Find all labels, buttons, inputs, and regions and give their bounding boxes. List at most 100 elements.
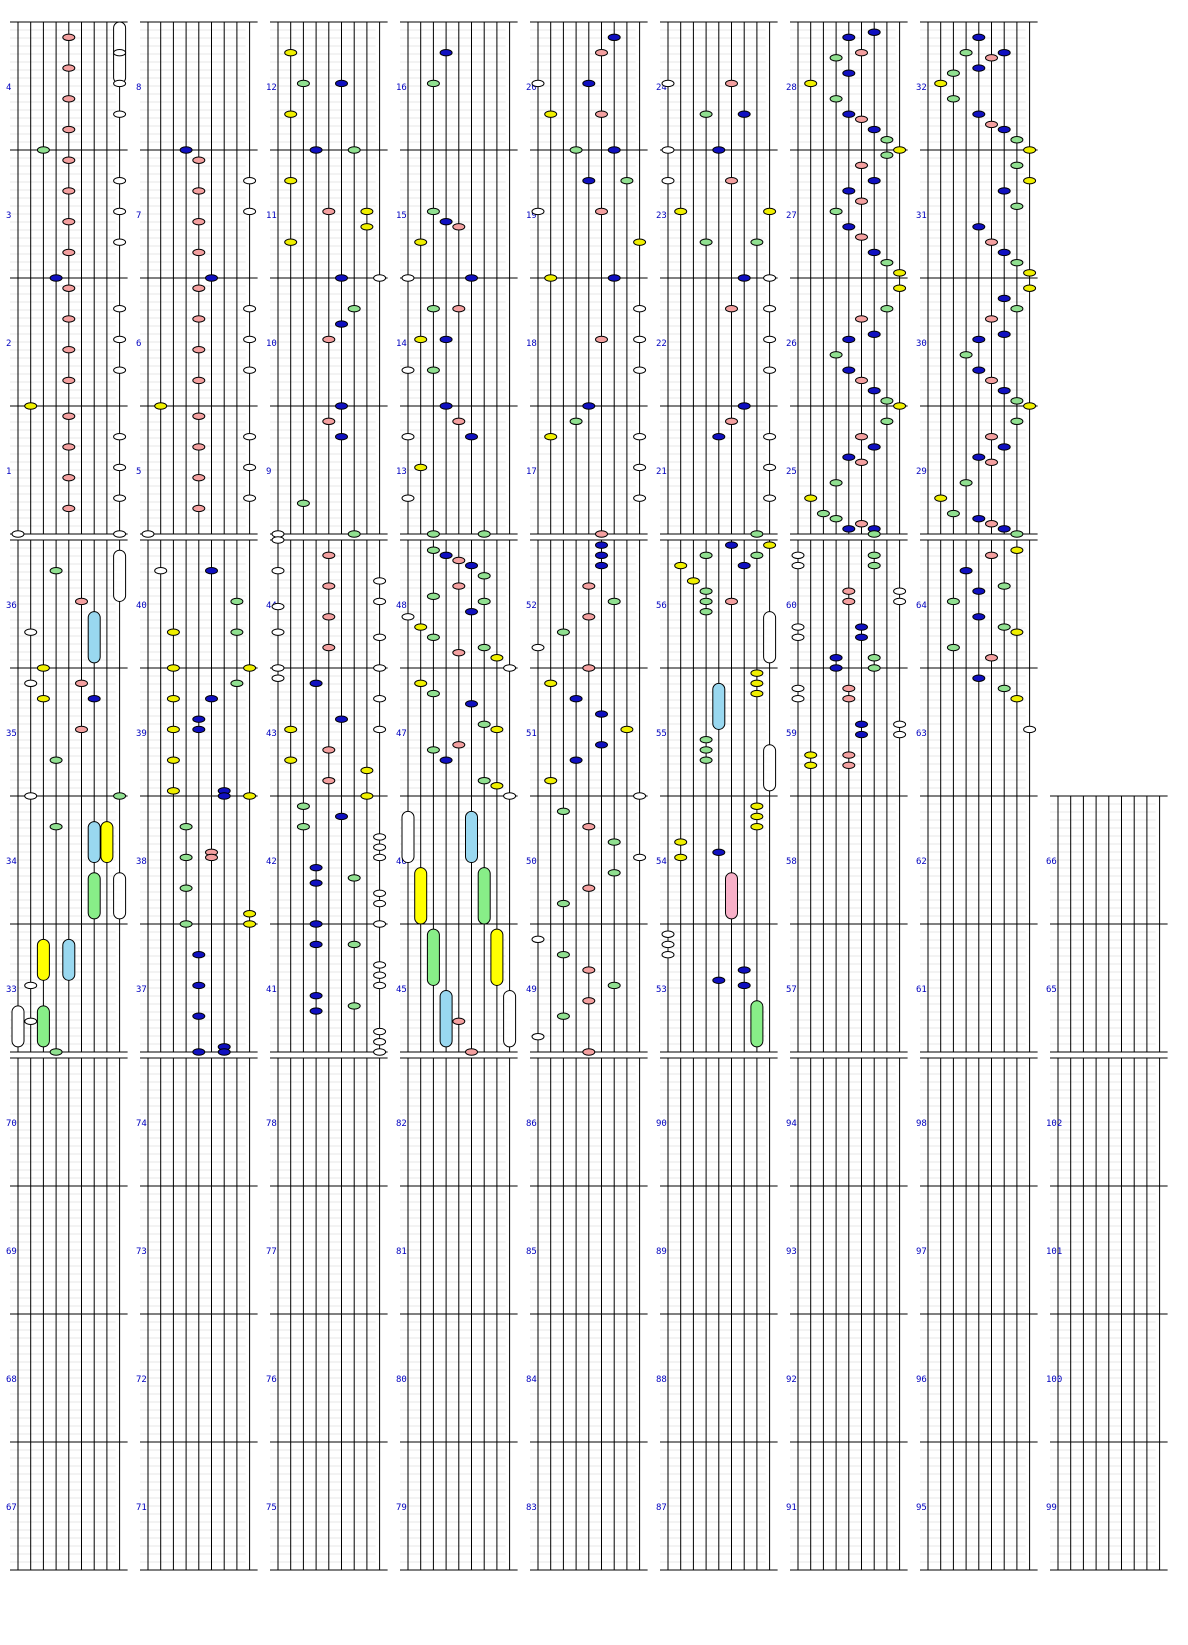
hold-note — [36, 1005, 50, 1048]
note — [959, 351, 973, 359]
note — [750, 689, 764, 698]
hold-note — [763, 611, 777, 664]
note — [490, 725, 504, 734]
note — [113, 305, 127, 313]
note — [360, 223, 374, 231]
note — [452, 556, 466, 565]
note — [946, 643, 960, 652]
note — [401, 494, 415, 502]
note — [243, 366, 257, 374]
note — [972, 674, 986, 682]
note — [985, 315, 998, 323]
note — [426, 546, 440, 554]
measure-number: 50 — [526, 857, 537, 867]
note — [192, 187, 206, 195]
note — [985, 120, 998, 129]
note — [322, 746, 336, 754]
note — [113, 177, 127, 185]
note — [855, 633, 868, 641]
note — [750, 802, 764, 810]
measure-number: 20 — [526, 83, 537, 93]
note — [750, 238, 764, 246]
note — [959, 567, 973, 575]
note — [113, 792, 127, 800]
note — [373, 695, 387, 703]
note — [360, 207, 374, 216]
note — [36, 695, 50, 703]
note — [661, 940, 675, 949]
note — [62, 504, 76, 513]
note — [1010, 397, 1024, 405]
note — [24, 981, 38, 990]
note — [855, 315, 868, 323]
note — [737, 110, 751, 118]
note — [439, 335, 453, 344]
note — [243, 433, 257, 441]
note — [243, 910, 257, 918]
note — [243, 207, 257, 216]
measure-number: 28 — [786, 83, 797, 93]
note — [816, 509, 830, 518]
measure-number: 35 — [6, 729, 17, 739]
note — [893, 587, 907, 595]
note — [804, 79, 818, 88]
note — [284, 110, 298, 118]
note — [296, 802, 310, 810]
note — [192, 376, 206, 385]
note — [1010, 161, 1024, 170]
measure-number: 73 — [136, 1247, 147, 1257]
note — [465, 433, 478, 441]
measure-number: 63 — [916, 729, 927, 739]
note — [880, 258, 894, 267]
note — [465, 561, 478, 570]
note — [414, 679, 428, 688]
note — [401, 433, 415, 441]
hold-note — [113, 549, 127, 602]
measure-number: 54 — [656, 857, 667, 867]
note — [855, 161, 868, 170]
measure-number: 39 — [136, 729, 147, 739]
note — [855, 49, 868, 57]
note — [791, 561, 805, 570]
note — [192, 345, 206, 354]
note — [829, 479, 843, 487]
note — [243, 920, 257, 928]
note — [531, 935, 545, 944]
note — [985, 458, 998, 467]
measure-number: 18 — [526, 339, 537, 349]
note — [439, 756, 453, 764]
note — [373, 725, 387, 734]
hold-note — [62, 938, 76, 981]
note — [192, 715, 206, 723]
hold-note — [414, 867, 428, 925]
measure-number: 85 — [526, 1247, 537, 1257]
measure-number: 15 — [396, 211, 407, 221]
measure-number: 51 — [526, 729, 537, 739]
note — [661, 146, 675, 154]
note — [750, 679, 764, 688]
note — [867, 664, 881, 672]
measure-number: 32 — [916, 83, 927, 93]
note — [867, 248, 881, 257]
note — [1010, 305, 1024, 313]
hold-note — [426, 928, 440, 986]
note — [179, 853, 193, 862]
note — [465, 274, 478, 282]
note — [763, 494, 777, 502]
note — [490, 782, 504, 790]
note — [556, 1012, 570, 1020]
measure-number: 42 — [266, 857, 277, 867]
note — [1010, 202, 1024, 211]
note — [620, 725, 634, 734]
note — [62, 217, 76, 226]
note — [607, 33, 621, 42]
note — [791, 695, 805, 703]
note — [217, 1048, 231, 1056]
note — [401, 274, 415, 282]
note — [230, 597, 244, 606]
note — [360, 766, 374, 775]
note — [243, 305, 257, 313]
note — [62, 315, 76, 323]
note — [569, 417, 583, 426]
